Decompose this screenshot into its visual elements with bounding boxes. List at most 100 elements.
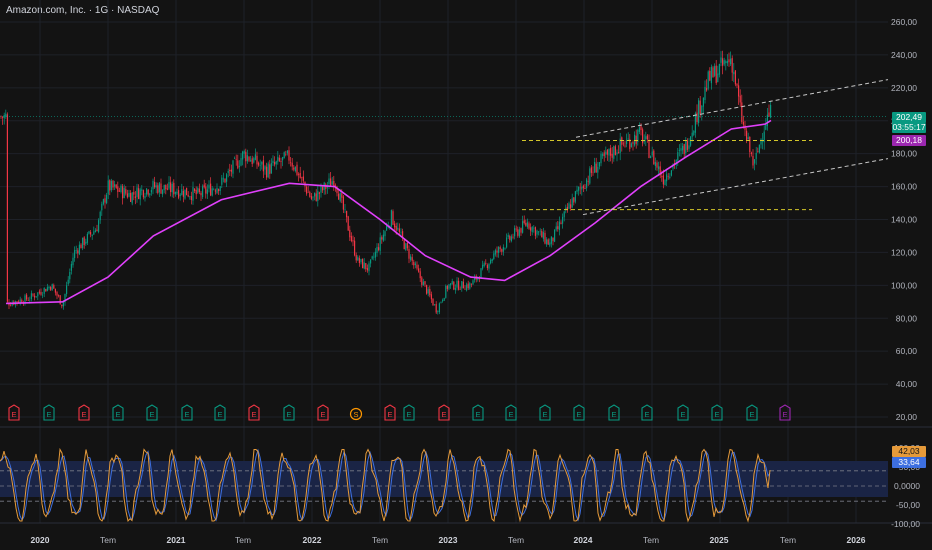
candle-body <box>395 225 397 231</box>
event-marker[interactable]: E <box>711 404 723 421</box>
candle-body <box>462 281 464 289</box>
candle-body <box>736 84 738 86</box>
event-marker-shape <box>349 407 363 421</box>
interval-label[interactable]: 1G <box>94 5 109 16</box>
candle-body <box>632 142 634 144</box>
event-marker-label: E <box>508 410 513 419</box>
candle-body <box>154 181 156 188</box>
candle-body <box>275 161 277 165</box>
candle-body <box>528 223 530 229</box>
candle-body <box>608 149 610 156</box>
event-marker[interactable]: E <box>214 404 226 421</box>
event-marker[interactable]: E <box>539 404 551 421</box>
event-marker[interactable]: E <box>317 404 329 421</box>
candle-body <box>714 66 716 76</box>
oscillator-pane[interactable] <box>0 447 888 523</box>
candle-body <box>510 236 512 242</box>
candle-body <box>606 149 608 155</box>
candle-body <box>48 286 50 289</box>
candle-body <box>88 231 90 234</box>
candle-body <box>766 114 768 127</box>
candle-body <box>691 132 693 137</box>
event-marker[interactable]: E <box>112 404 124 421</box>
candle-body <box>450 283 452 286</box>
event-marker[interactable]: E <box>384 404 396 421</box>
event-marker[interactable]: E <box>8 404 20 421</box>
candle-body <box>334 184 336 186</box>
candle-body <box>426 285 428 294</box>
candle-body <box>93 231 95 235</box>
drawings[interactable] <box>0 79 889 305</box>
event-marker[interactable]: E <box>43 404 55 421</box>
candle-body <box>730 58 732 65</box>
event-marker[interactable]: E <box>746 404 758 421</box>
candle-body <box>486 265 488 268</box>
time-axis-label: 2024 <box>574 535 593 545</box>
event-marker-label: E <box>251 410 256 419</box>
candle-body <box>309 192 311 197</box>
candle-body <box>419 271 421 279</box>
event-marker[interactable]: E <box>505 404 517 421</box>
candle-body <box>514 228 516 237</box>
oscillator-d-line[interactable] <box>0 448 771 522</box>
event-marker[interactable]: E <box>78 404 90 421</box>
candle-body <box>368 263 370 272</box>
candle-body <box>254 154 256 160</box>
candle-body <box>712 67 714 78</box>
candle-body <box>150 190 152 193</box>
event-marker[interactable]: E <box>283 404 295 421</box>
time-axis[interactable]: 2020 Tem 2021 Tem 2022 Tem 2023 Tem 2024 Tem 2025 T… <box>31 535 866 545</box>
candle-body <box>235 159 237 160</box>
event-marker[interactable]: E <box>472 404 484 421</box>
price-axis[interactable]: 260,00240,00220,00200,00180,00160,00140,… <box>891 17 917 422</box>
last-price-tag-text: 202,49 <box>896 112 922 122</box>
candle-body <box>270 163 272 174</box>
event-marker-shape <box>8 404 20 421</box>
candle-body <box>115 184 117 188</box>
candle-body <box>552 237 554 242</box>
event-marker[interactable]: E <box>403 404 415 421</box>
event-marker-label: E <box>11 410 16 419</box>
candle-body <box>107 180 109 195</box>
candle-body <box>493 253 495 259</box>
event-marker[interactable]: E <box>641 404 653 421</box>
candle-body <box>541 230 543 238</box>
event-marker[interactable]: E <box>779 404 791 421</box>
company-name[interactable]: Amazon.com, Inc. <box>6 5 87 16</box>
event-marker[interactable]: E <box>677 404 689 421</box>
event-marker[interactable]: E <box>573 404 585 421</box>
event-marker[interactable]: E <box>608 404 620 421</box>
candle-body <box>451 281 453 285</box>
candle-body <box>352 240 354 242</box>
candle-body <box>269 164 271 174</box>
candle-body <box>3 114 5 119</box>
candle-body <box>434 304 436 305</box>
candle-body <box>662 175 664 185</box>
candle-body <box>763 131 765 143</box>
event-marker-label: E <box>714 410 719 419</box>
candle-body <box>72 257 74 266</box>
channel-upper-line[interactable] <box>575 79 889 138</box>
candle-body <box>469 283 471 289</box>
channel-lower-line[interactable] <box>582 158 889 216</box>
event-marker[interactable]: E <box>146 404 158 421</box>
candle-body <box>238 165 240 167</box>
candle-body <box>627 138 629 140</box>
event-marker-label: E <box>81 410 86 419</box>
candle-body <box>365 263 367 269</box>
candle-body <box>306 186 308 194</box>
event-marker[interactable]: E <box>248 404 260 421</box>
candle-body <box>592 171 594 173</box>
event-marker[interactable]: S <box>349 407 363 421</box>
event-marker-label: E <box>115 410 120 419</box>
candle-body <box>384 231 386 237</box>
candle-body <box>42 294 44 296</box>
event-marker[interactable]: E <box>181 404 193 421</box>
oscillator-k-line[interactable] <box>0 447 771 523</box>
event-marker[interactable]: E <box>438 404 450 421</box>
price-axis-label: 60,00 <box>896 346 918 356</box>
moving-average-line[interactable] <box>5 119 772 305</box>
candle-body <box>18 301 20 303</box>
